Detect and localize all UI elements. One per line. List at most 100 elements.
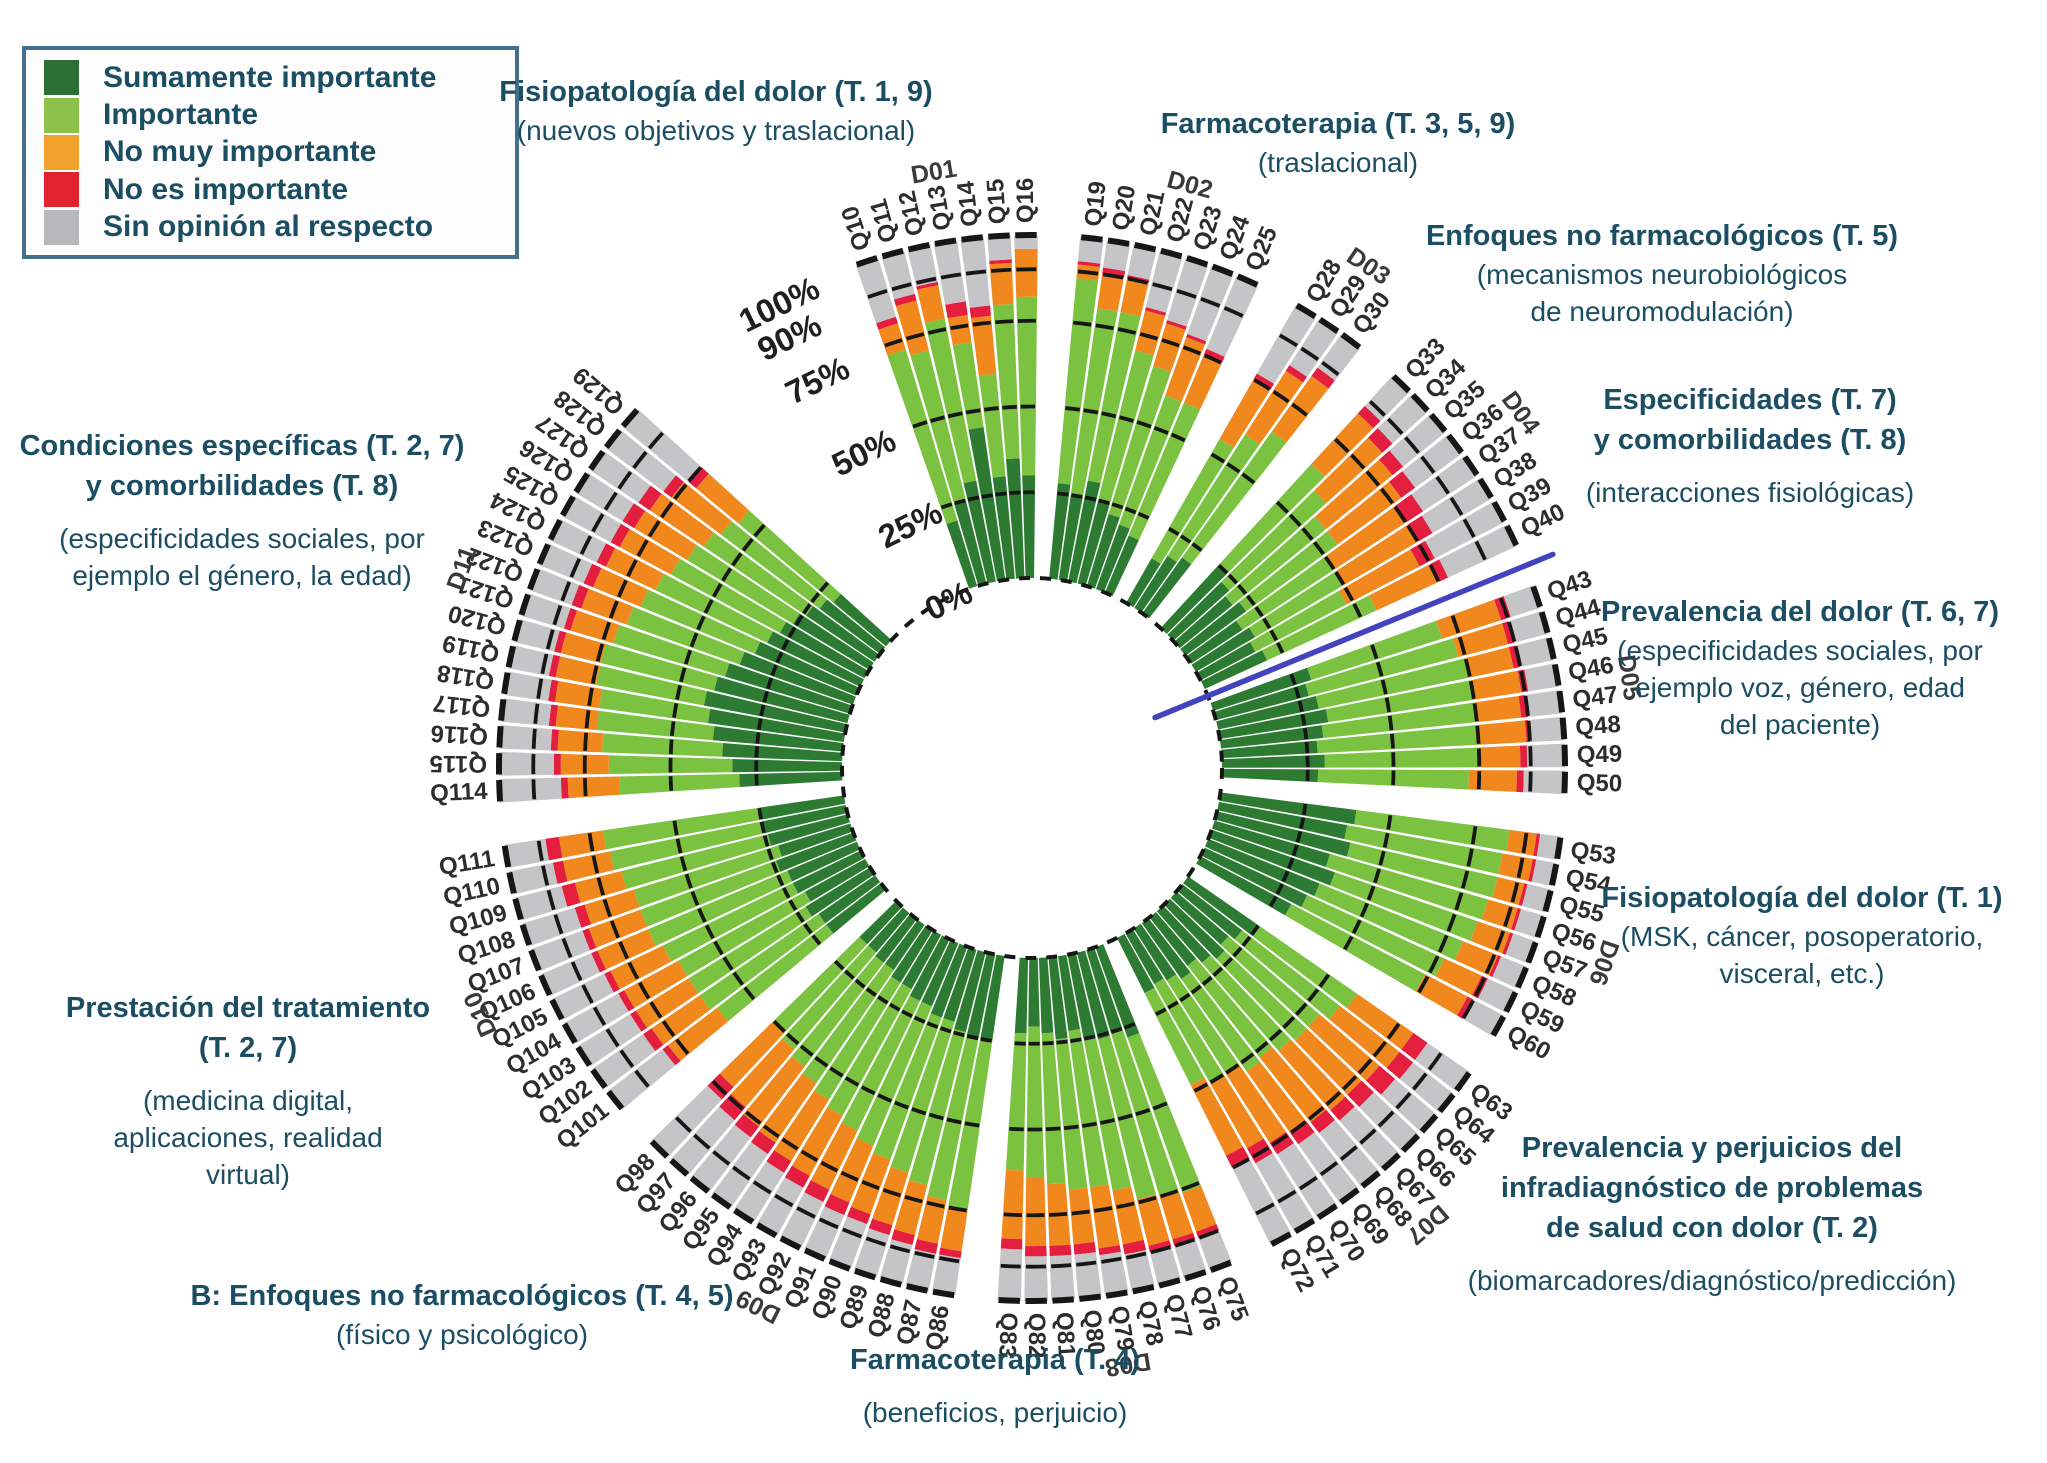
bar-segment-Q103 bbox=[635, 978, 699, 1028]
gridline-dash bbox=[965, 408, 981, 415]
gridline-dash bbox=[828, 1258, 851, 1272]
gridline-dash bbox=[1125, 1251, 1147, 1260]
gridline-dash bbox=[679, 856, 688, 872]
gridline-dash bbox=[1295, 831, 1303, 843]
gridline-dash bbox=[1525, 941, 1539, 964]
bar-segment-Q83 bbox=[997, 1248, 1023, 1301]
gridline-dash bbox=[995, 319, 1014, 325]
gridline-dash bbox=[1270, 1231, 1292, 1247]
bar-segment-Q106 bbox=[540, 953, 600, 996]
bar-segment-Q71 bbox=[1125, 929, 1164, 985]
question-label-Q81: Q81 bbox=[1050, 1311, 1080, 1358]
gridline-dash bbox=[1152, 1101, 1168, 1111]
gridline-dash bbox=[1474, 540, 1487, 561]
bar-segment-Q25 bbox=[1104, 535, 1139, 596]
gridline-dash bbox=[855, 255, 878, 268]
bar-segment-Q20 bbox=[1103, 240, 1131, 272]
gridline-dash bbox=[1515, 966, 1529, 989]
gridline-dash bbox=[1282, 1015, 1296, 1029]
annotation-line: (especificidades sociales, por bbox=[59, 523, 425, 554]
annotation-line: B: Enfoques no farmacológicos (T. 4, 5) bbox=[190, 1280, 734, 1312]
annotation-line: ejemplo voz, género, edad bbox=[1635, 672, 1965, 703]
bar-segment-Q127 bbox=[703, 532, 814, 616]
bar-segment-Q93 bbox=[784, 1165, 810, 1188]
bar-segment-Q45 bbox=[1508, 645, 1521, 669]
bar-segment-Q107 bbox=[588, 909, 648, 948]
bar-segment-Q116 bbox=[499, 725, 553, 751]
gridline-dash bbox=[1295, 302, 1317, 320]
bar-segment-Q89 bbox=[890, 1018, 955, 1173]
bar-segment-Q53 bbox=[1219, 792, 1357, 825]
gridline-dash bbox=[964, 1121, 980, 1128]
bar-segment-Q53 bbox=[1506, 829, 1537, 856]
gridline-dash bbox=[689, 632, 699, 648]
gridline-dash bbox=[1343, 586, 1355, 602]
gridline-dash bbox=[939, 1026, 952, 1034]
gridline-dash bbox=[915, 276, 937, 285]
bar-segment-Q119 bbox=[555, 656, 601, 685]
gridline-dash bbox=[1523, 695, 1530, 717]
gridline-dash bbox=[670, 721, 676, 737]
gridline-dash bbox=[844, 969, 855, 980]
gridline-dash bbox=[759, 821, 766, 834]
gridline-dash bbox=[940, 502, 953, 510]
bar-segment-Q122 bbox=[529, 568, 580, 606]
annotation-line: Farmacoterapia (T. 4) bbox=[849, 1344, 1141, 1376]
bar-segment-Q36 bbox=[1180, 601, 1247, 656]
bar-segment-Q30 bbox=[1142, 557, 1192, 619]
gridline-dash bbox=[1232, 1157, 1250, 1170]
gridline-dash bbox=[1190, 984, 1202, 995]
gridline-dash bbox=[679, 667, 687, 683]
bar-segment-Q129 bbox=[738, 510, 841, 603]
bar-segment-Q96 bbox=[875, 913, 917, 963]
gridline-dash bbox=[800, 1149, 819, 1162]
legend-item: No muy importante bbox=[44, 134, 497, 170]
gridline-dash bbox=[683, 649, 692, 665]
bar-segment-Q72 bbox=[1232, 1158, 1292, 1245]
gridline-dash bbox=[1107, 237, 1130, 247]
gridline-dash bbox=[1083, 1034, 1096, 1041]
gridline-dash bbox=[1301, 803, 1308, 816]
bar-segment-Q67 bbox=[1156, 905, 1211, 963]
annotation-line: ejemplo el género, la edad) bbox=[72, 560, 412, 591]
legend-item: Sin opinión al respecto bbox=[44, 209, 497, 245]
gridline-dash bbox=[1368, 400, 1386, 417]
bar-segment-Q49 bbox=[1478, 745, 1521, 768]
bar-segment-Q72 bbox=[1190, 1077, 1243, 1156]
bar-segment-Q66 bbox=[1347, 1080, 1374, 1108]
gridline-dash bbox=[560, 581, 572, 602]
bar-segment-Q117 bbox=[501, 698, 552, 726]
gridline-dash bbox=[689, 1175, 711, 1194]
gridline-dash bbox=[1241, 472, 1256, 485]
bar-segment-Q90 bbox=[873, 1013, 942, 1160]
gridline-dash bbox=[675, 838, 683, 854]
bar-segment-Q15 bbox=[1005, 458, 1025, 579]
bar-segment-Q128 bbox=[663, 475, 684, 498]
annotation-line: (físico y psicológico) bbox=[335, 1319, 589, 1350]
gridline-dash bbox=[1167, 1000, 1179, 1010]
bar-segment-Q114 bbox=[739, 771, 843, 787]
label-farmacoterapia-t359: Farmacoterapia (T. 3, 5, 9) (traslacional… bbox=[1161, 104, 1516, 181]
gridline-dash bbox=[668, 739, 674, 755]
gridline-dash bbox=[818, 1217, 839, 1230]
gridline-dash bbox=[754, 746, 759, 758]
bar-segment-Q86 bbox=[931, 1254, 961, 1296]
bar-segment-Q58 bbox=[1314, 883, 1463, 960]
bar-segment-Q50 bbox=[1516, 770, 1524, 793]
annotation-line: Prestación del tratamiento bbox=[65, 992, 431, 1024]
bar-segment-Q104 bbox=[804, 858, 870, 902]
gridline-dash bbox=[1420, 455, 1436, 474]
gridline-dash bbox=[732, 971, 745, 986]
bar-segment-Q126 bbox=[634, 510, 697, 561]
bar-segment-Q90 bbox=[847, 1206, 871, 1225]
bar-segment-Q118 bbox=[707, 708, 846, 742]
gridline-dash bbox=[939, 1256, 960, 1264]
bar-segment-Q77 bbox=[1149, 1246, 1181, 1286]
gridline-dash bbox=[1289, 1120, 1307, 1135]
bar-segment-Q67 bbox=[1201, 955, 1291, 1051]
gridline-dash bbox=[1454, 1071, 1472, 1093]
bar-segment-Q16 bbox=[1022, 475, 1036, 579]
gridline-dash bbox=[1559, 717, 1568, 740]
gridline-dash bbox=[912, 420, 928, 429]
gridline-dash bbox=[1494, 930, 1506, 951]
